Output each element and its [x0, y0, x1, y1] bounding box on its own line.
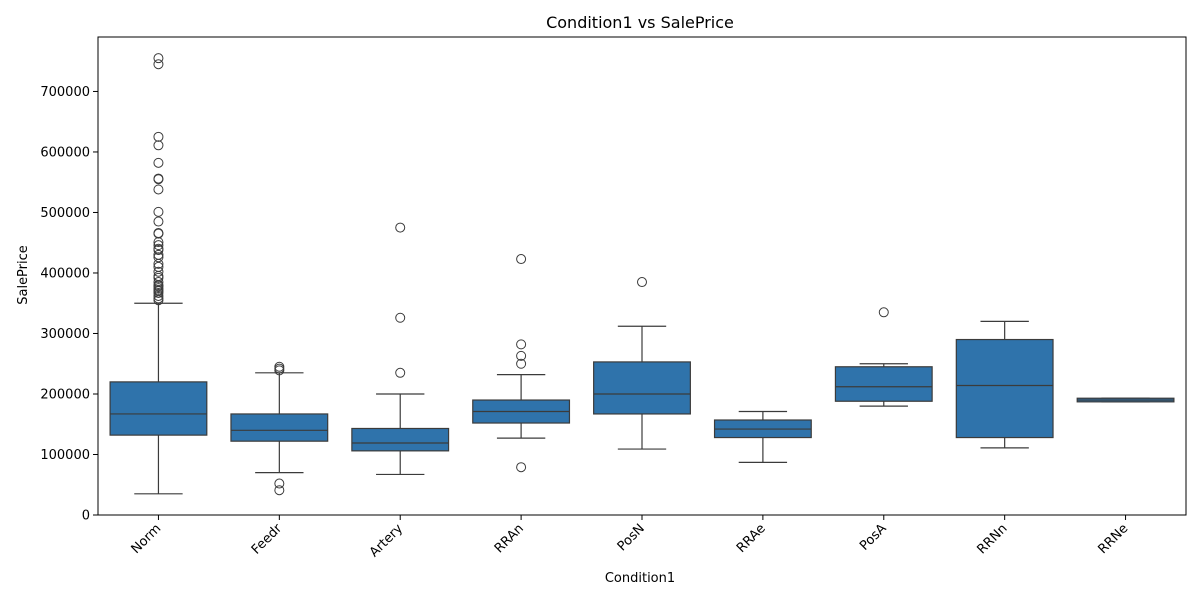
y-tick-label: 0	[82, 509, 90, 524]
y-axis-label: SalePrice	[16, 245, 31, 305]
outlier-point	[153, 237, 164, 248]
y-tick-label: 100000	[40, 448, 90, 463]
outlier-point	[395, 367, 406, 378]
outlier-point	[153, 272, 164, 283]
outlier-point	[153, 157, 164, 168]
box-rrnn	[955, 320, 1054, 449]
x-tick-label: RRAe	[734, 521, 769, 556]
iqr-box	[230, 413, 329, 442]
outlier-point	[153, 252, 164, 263]
x-tick-label: PosA	[857, 521, 890, 554]
outlier-point	[153, 228, 164, 239]
outlier-point	[153, 206, 164, 217]
outlier-point	[274, 485, 285, 496]
box-feedr	[230, 361, 329, 496]
outlier-point	[637, 277, 647, 288]
iqr-box	[834, 366, 933, 402]
outlier-point	[153, 140, 164, 151]
box-posa	[834, 307, 933, 407]
boxes-layer	[109, 53, 1175, 496]
outlier-point	[153, 240, 164, 251]
y-tick-label: 700000	[40, 85, 90, 100]
outlier-point	[516, 339, 527, 350]
y-axis: 0 100000 200000 300000 400000 500000 600000 700…	[40, 85, 98, 524]
outlier-point	[274, 478, 285, 489]
outlier-point	[153, 266, 164, 277]
outlier-point	[153, 258, 164, 269]
y-tick-label: 600000	[40, 145, 90, 160]
x-tick-label: RRNn	[974, 521, 1010, 557]
chart-title: Condition1 vs SalePrice	[546, 13, 734, 32]
x-tick-label: Feedr	[249, 521, 286, 558]
iqr-box	[955, 338, 1054, 439]
outlier-point	[153, 216, 164, 227]
outlier-point	[395, 312, 406, 323]
iqr-box	[351, 427, 450, 452]
outlier-point	[516, 462, 527, 473]
x-tick-label: RRAn	[492, 521, 527, 556]
outlier-point	[153, 174, 164, 185]
x-tick-label: Artery	[367, 521, 406, 560]
outlier-point	[153, 287, 164, 298]
box-posn	[593, 277, 691, 450]
outlier-point	[153, 131, 164, 142]
box-rrne	[1076, 397, 1175, 403]
box-rran	[472, 254, 571, 473]
outlier-point	[153, 295, 164, 306]
plot-frame	[97, 36, 1187, 516]
y-tick-label: 300000	[40, 327, 90, 342]
x-axis-label: Condition1	[605, 571, 675, 586]
outlier-point	[153, 53, 164, 64]
box-artery	[351, 222, 450, 476]
outlier-point	[153, 290, 164, 301]
outlier-point	[878, 307, 889, 318]
box-norm	[109, 53, 208, 495]
x-tick-label: Norm	[129, 521, 165, 557]
iqr-box	[593, 361, 691, 415]
outlier-point	[516, 254, 527, 265]
outlier-point	[153, 244, 164, 255]
outlier-point	[395, 222, 406, 233]
x-tick-label: RRNe	[1095, 521, 1131, 557]
box-rrae	[713, 410, 812, 463]
y-tick-label: 500000	[40, 206, 90, 221]
outlier-point	[153, 184, 164, 195]
y-tick-label: 200000	[40, 387, 90, 402]
x-axis: Norm Feedr Artery RRAn PosN RRAe PosA RRNn RRNe	[129, 515, 1131, 560]
x-tick-label: PosN	[615, 521, 648, 554]
iqr-box	[109, 381, 208, 436]
outlier-point	[153, 59, 164, 70]
y-tick-label: 400000	[40, 266, 90, 281]
outlier-point	[516, 350, 527, 361]
outlier-point	[274, 365, 285, 376]
outlier-point	[516, 358, 527, 369]
